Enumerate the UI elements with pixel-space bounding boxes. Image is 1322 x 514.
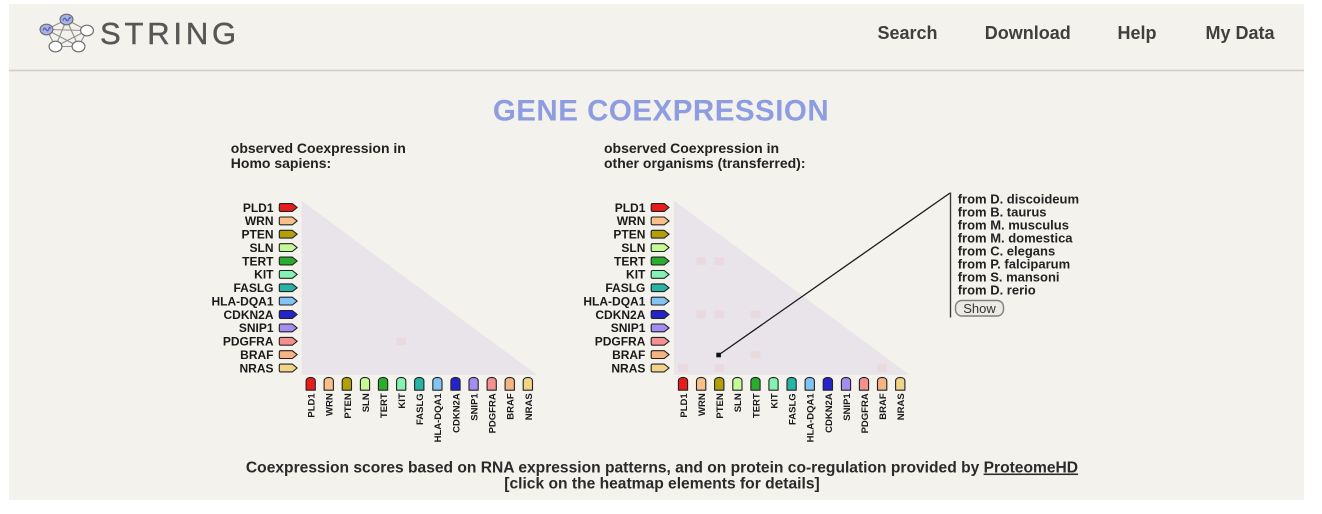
svg-text:WRN: WRN (325, 393, 336, 416)
svg-text:NRAS: NRAS (239, 361, 273, 375)
svg-text:CDKN2A: CDKN2A (451, 393, 462, 433)
svg-text:SLN: SLN (361, 393, 372, 412)
svg-text:NRAS: NRAS (524, 393, 535, 420)
svg-text:PDGFRA: PDGFRA (488, 393, 499, 433)
svg-text:BRAF: BRAF (878, 393, 889, 420)
svg-text:TERT: TERT (242, 254, 274, 268)
svg-text:PTEN: PTEN (241, 228, 273, 242)
svg-text:[click on the heatmap elements: [click on the heatmap elements for detai… (504, 476, 819, 493)
svg-text:PLD1: PLD1 (679, 393, 690, 418)
svg-text:WRN: WRN (245, 214, 274, 228)
svg-text:WRN: WRN (697, 393, 708, 416)
svg-text:CDKN2A: CDKN2A (223, 308, 273, 322)
svg-text:KIT: KIT (626, 268, 646, 282)
svg-text:Show: Show (963, 301, 996, 316)
svg-text:TERT: TERT (751, 393, 762, 418)
svg-text:PTEN: PTEN (613, 228, 645, 242)
svg-text:CDKN2A: CDKN2A (824, 393, 835, 433)
svg-text:from S. mansoni: from S. mansoni (958, 270, 1060, 285)
svg-text:My Data: My Data (1205, 23, 1275, 43)
svg-text:CDKN2A: CDKN2A (595, 308, 645, 322)
svg-text:SLN: SLN (250, 241, 274, 255)
svg-text:PTEN: PTEN (343, 393, 354, 418)
svg-text:SNIP1: SNIP1 (611, 321, 646, 335)
svg-text:from D. rerio: from D. rerio (958, 283, 1036, 298)
svg-text:from B. taurus: from B. taurus (958, 205, 1047, 220)
svg-text:other organisms (transferred):: other organisms (transferred): (604, 155, 805, 171)
svg-text:HLA-DQA1: HLA-DQA1 (212, 294, 274, 308)
svg-text:HLA-DQA1: HLA-DQA1 (433, 393, 444, 443)
svg-text:from M. musculus: from M. musculus (958, 218, 1069, 233)
svg-text:BRAF: BRAF (240, 348, 273, 362)
svg-text:PDGFRA: PDGFRA (595, 335, 646, 349)
svg-text:Homo sapiens:: Homo sapiens: (231, 155, 331, 171)
svg-text:NRAS: NRAS (611, 361, 645, 375)
svg-text:Download: Download (985, 23, 1071, 43)
svg-text:FASLG: FASLG (415, 393, 426, 425)
svg-text:SNIP1: SNIP1 (470, 393, 481, 421)
svg-text:TERT: TERT (379, 393, 390, 418)
svg-text:PLD1: PLD1 (615, 201, 646, 215)
svg-text:PDGFRA: PDGFRA (223, 335, 274, 349)
svg-text:Coexpression scores based on R: Coexpression scores based on RNA express… (246, 460, 1078, 477)
svg-text:BRAF: BRAF (612, 348, 645, 362)
svg-text:GENE COEXPRESSION: GENE COEXPRESSION (493, 95, 829, 128)
svg-text:PLD1: PLD1 (307, 393, 318, 418)
svg-text:WRN: WRN (617, 214, 646, 228)
svg-text:TERT: TERT (614, 254, 646, 268)
svg-text:SNIP1: SNIP1 (842, 393, 853, 421)
svg-text:Search: Search (877, 23, 937, 43)
svg-text:BRAF: BRAF (506, 393, 517, 420)
svg-text:KIT: KIT (254, 268, 274, 282)
svg-text:SLN: SLN (621, 241, 645, 255)
svg-text:PTEN: PTEN (715, 393, 726, 418)
svg-text:from C. elegans: from C. elegans (958, 244, 1056, 259)
svg-text:from D. discoideum: from D. discoideum (958, 192, 1079, 207)
svg-text:STRING: STRING (100, 16, 240, 51)
svg-text:PDGFRA: PDGFRA (860, 393, 871, 433)
svg-text:FASLG: FASLG (605, 281, 645, 295)
svg-text:HLA-DQA1: HLA-DQA1 (583, 294, 645, 308)
svg-text:FASLG: FASLG (788, 393, 799, 425)
svg-text:observed Coexpression in: observed Coexpression in (231, 140, 406, 156)
svg-text:observed Coexpression in: observed Coexpression in (604, 140, 779, 156)
svg-text:Help: Help (1117, 23, 1156, 43)
svg-text:SNIP1: SNIP1 (239, 321, 274, 335)
svg-text:from P. falciparum: from P. falciparum (958, 257, 1070, 272)
svg-text:PLD1: PLD1 (243, 201, 274, 215)
svg-text:SLN: SLN (733, 393, 744, 412)
svg-text:FASLG: FASLG (233, 281, 273, 295)
svg-text:from M. domestica: from M. domestica (958, 231, 1074, 246)
svg-text:HLA-DQA1: HLA-DQA1 (806, 393, 817, 443)
svg-text:KIT: KIT (397, 393, 408, 409)
svg-text:NRAS: NRAS (896, 393, 907, 420)
svg-text:KIT: KIT (769, 393, 780, 409)
